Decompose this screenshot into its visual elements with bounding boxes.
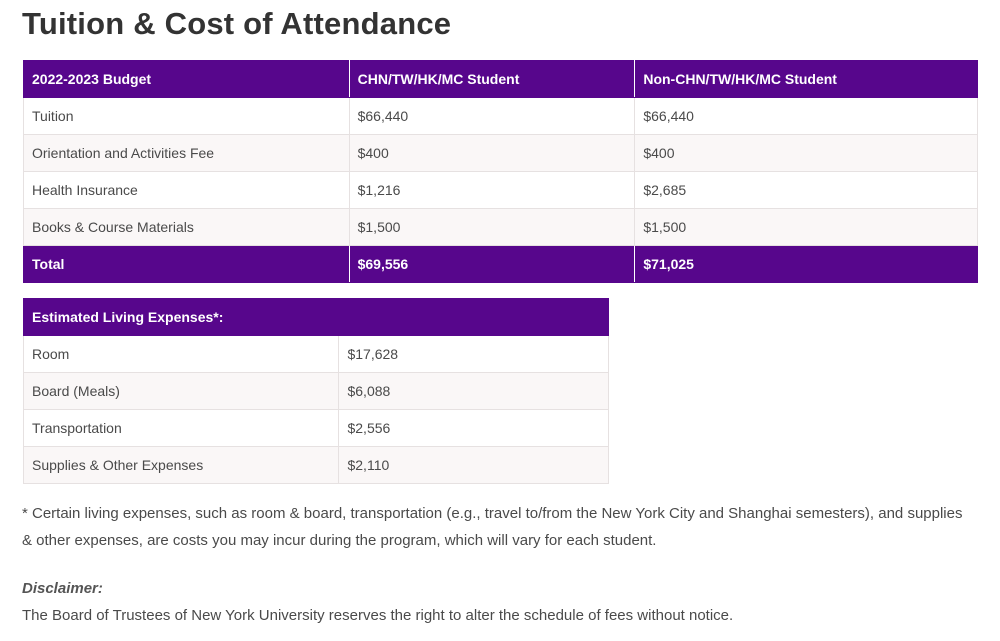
budget-table: 2022-2023 Budget CHN/TW/HK/MC Student No… <box>23 60 978 283</box>
budget-header-row: 2022-2023 Budget CHN/TW/HK/MC Student No… <box>23 60 978 98</box>
table-row: Books & Course Materials $1,500 $1,500 <box>23 208 978 246</box>
table-row: Health Insurance $1,216 $2,685 <box>23 171 978 209</box>
table-row: Board (Meals) $6,088 <box>22 372 609 410</box>
row-label: Orientation and Activities Fee <box>23 134 350 172</box>
cell-value: $2,110 <box>338 446 609 484</box>
cell-value: $6,088 <box>338 372 609 410</box>
cell-chn-value: $1,216 <box>348 171 636 209</box>
living-expenses-footnote: * Certain living expenses, such as room … <box>22 505 963 549</box>
cell-chn-value: $400 <box>348 134 636 172</box>
cell-non-chn-value: $400 <box>634 134 978 172</box>
living-header-label: Estimated Living Expenses*: <box>23 298 609 336</box>
row-label: Tuition <box>23 97 350 135</box>
cell-non-chn-value: $66,440 <box>634 97 978 135</box>
row-label: Supplies & Other Expenses <box>22 446 340 484</box>
cell-value: $2,556 <box>338 409 609 447</box>
cell-chn-value: $66,440 <box>348 97 636 135</box>
row-label: Books & Course Materials <box>23 208 350 246</box>
table-row: Transportation $2,556 <box>22 409 609 447</box>
cell-non-chn-value: $1,500 <box>634 208 978 246</box>
table-row: Supplies & Other Expenses $2,110 <box>22 446 609 484</box>
row-label: Room <box>22 335 340 373</box>
row-label: Transportation <box>22 409 340 447</box>
living-expenses-table: Estimated Living Expenses*: Room $17,628… <box>22 298 609 484</box>
disclaimer-text: The Board of Trustees of New York Univer… <box>22 607 734 624</box>
budget-header-label: 2022-2023 Budget <box>23 60 350 98</box>
total-non-chn-value: $71,025 <box>634 245 978 283</box>
cell-chn-value: $1,500 <box>348 208 636 246</box>
cell-non-chn-value: $2,685 <box>634 171 978 209</box>
table-row: Orientation and Activities Fee $400 $400 <box>23 134 978 172</box>
disclaimer-title: Disclaimer: <box>22 580 103 597</box>
budget-total-row: Total $69,556 $71,025 <box>23 245 978 283</box>
total-label: Total <box>23 245 350 283</box>
row-label: Board (Meals) <box>22 372 340 410</box>
row-label: Health Insurance <box>23 171 350 209</box>
table-row: Room $17,628 <box>22 335 609 373</box>
budget-header-chn-student: CHN/TW/HK/MC Student <box>348 60 636 98</box>
table-row: Tuition $66,440 $66,440 <box>23 97 978 135</box>
cell-value: $17,628 <box>338 335 609 373</box>
total-chn-value: $69,556 <box>348 245 636 283</box>
living-header-row: Estimated Living Expenses*: <box>23 298 609 336</box>
budget-header-non-chn-student: Non-CHN/TW/HK/MC Student <box>634 60 978 98</box>
page-title: Tuition & Cost of Attendance <box>22 6 452 41</box>
